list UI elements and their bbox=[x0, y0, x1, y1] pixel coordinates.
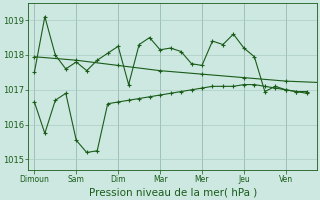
X-axis label: Pression niveau de la mer( hPa ): Pression niveau de la mer( hPa ) bbox=[89, 187, 257, 197]
